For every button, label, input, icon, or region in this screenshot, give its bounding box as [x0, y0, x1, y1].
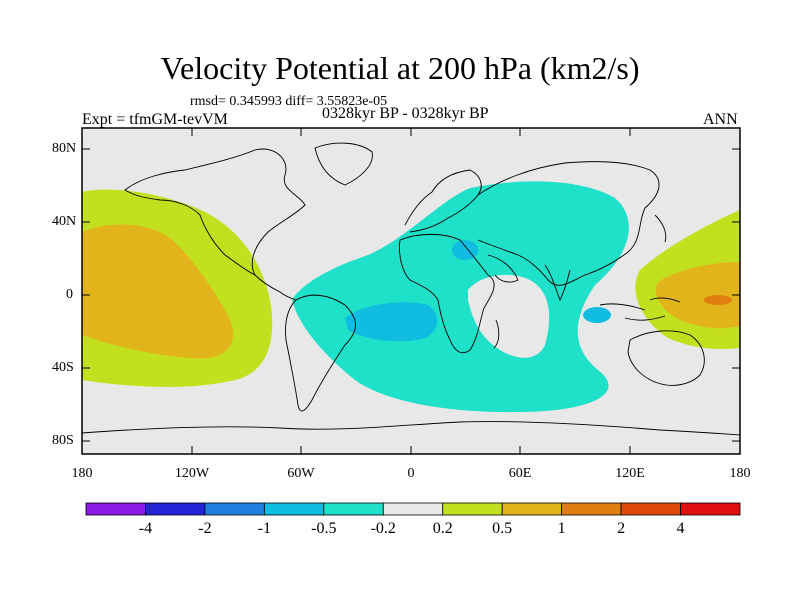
negative-core-indian [583, 307, 611, 323]
colorbar-swatch [382, 502, 444, 516]
contour-fields [82, 181, 740, 413]
coast-south-america [285, 294, 356, 412]
colorbar-swatch [263, 502, 325, 516]
negative-core-atlantic [345, 302, 438, 342]
coast-north-america [124, 148, 306, 277]
lat-label-0: 0 [66, 287, 73, 302]
stats-text: rmsd= 0.345993 diff= 3.55823e-05 [190, 94, 388, 109]
positive-peak-westpac [704, 295, 732, 305]
positive-core-westpac [655, 262, 740, 329]
coast-australia [627, 330, 705, 386]
colorbar-tick-label: 0.5 [492, 520, 513, 537]
experiment-label: Expt = tfmGM-tevVM [82, 111, 228, 128]
lat-label-80n: 80N [52, 141, 77, 156]
coast-europe [404, 169, 482, 233]
colorbar-swatch [145, 502, 206, 516]
colorbar-swatch [620, 502, 681, 516]
coast-central-america [254, 274, 297, 301]
colorbar-swatch [85, 502, 146, 516]
negative-region-hole [468, 274, 550, 358]
lon-label-120e: 120E [615, 466, 645, 481]
colorbar-tick-label: 0.2 [432, 520, 453, 537]
coastlines [82, 142, 740, 436]
lon-label-0: 0 [407, 466, 415, 481]
coast-japan [654, 214, 667, 243]
lat-label-80s: 80S [52, 433, 74, 448]
lat-label-40n: 40N [52, 214, 77, 229]
colorbar-tick-label: 2 [617, 520, 626, 537]
colorbar-swatch [442, 502, 503, 516]
lon-label-60w: 60W [287, 466, 315, 481]
lon-ticks [81, 128, 741, 454]
negative-core-mideast [452, 240, 478, 260]
coast-indonesia [599, 297, 681, 321]
coast-asia [477, 161, 660, 286]
colorbar-tick-label: -0.2 [370, 520, 396, 537]
map-title: Velocity Potential at 200 hPa (km2/s) [160, 50, 640, 86]
positive-core-pacific [82, 224, 234, 359]
lon-label-60e: 60E [508, 466, 532, 481]
colorbar-tick-label: 4 [676, 520, 685, 537]
colorbar-swatch [501, 502, 563, 516]
colorbar-tick-label: 1 [557, 520, 566, 537]
coast-antarctica [82, 421, 740, 436]
season-label: ANN [703, 111, 738, 128]
lon-label-180e: 180 [729, 466, 751, 481]
lon-label-180w: 180 [71, 466, 93, 481]
colorbar-swatch [680, 502, 741, 516]
colorbar-tick-label: -1 [257, 520, 272, 537]
coast-greenland [314, 142, 373, 186]
lon-label-120w: 120W [174, 466, 210, 481]
coast-arabia [487, 254, 519, 283]
coast-madagascar [493, 319, 500, 349]
period-label: 0328kyr BP - 0328kyr BP [322, 105, 489, 122]
colorbar-tick-label: -4 [138, 520, 153, 537]
colorbar-tick-label: -2 [198, 520, 212, 537]
negative-region-main [292, 181, 629, 413]
colorbar-tick-label: -0.5 [311, 520, 337, 537]
colorbar-swatch [323, 502, 384, 516]
colorbar-swatch [561, 502, 622, 516]
lat-label-40s: 40S [52, 360, 74, 375]
coast-africa [399, 233, 495, 354]
lat-ticks [82, 148, 740, 442]
coast-india [544, 264, 571, 302]
colorbar-swatch [204, 502, 265, 516]
colorbar [85, 502, 741, 516]
